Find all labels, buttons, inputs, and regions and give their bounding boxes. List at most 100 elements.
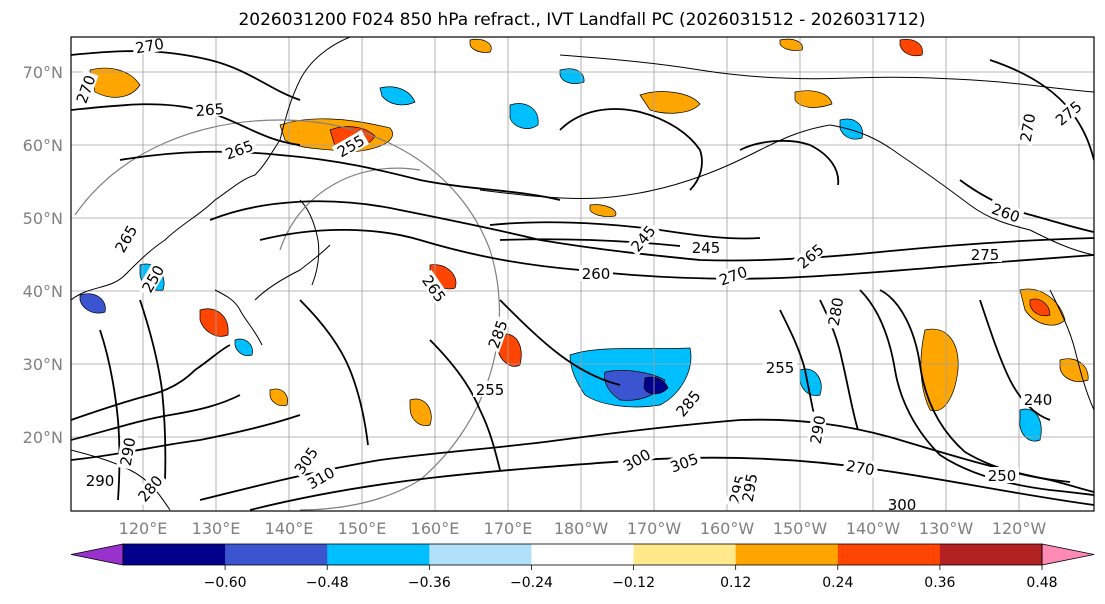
contour-label-bg bbox=[579, 265, 613, 281]
contour-label: 255 bbox=[473, 381, 507, 399]
contour-label-text: 255 bbox=[766, 359, 795, 377]
contour-label: 290 bbox=[806, 411, 830, 448]
contour-label-bg bbox=[824, 293, 846, 330]
lat-tick-label: 60°N bbox=[23, 136, 63, 155]
latitude-labels: 70°N 60°N 50°N 40°N 30°N 20°N bbox=[23, 63, 63, 447]
contour-label: 285 bbox=[483, 315, 511, 353]
contour-label-text: 260 bbox=[582, 265, 611, 283]
contour-label-text: 290 bbox=[117, 436, 140, 467]
contour-label-text: 245 bbox=[692, 239, 721, 257]
colorbar-segment bbox=[735, 544, 839, 565]
contour-label: 290 bbox=[83, 472, 117, 490]
colorbar-tick-label: −0.60 bbox=[204, 575, 247, 591]
contour-label-bg bbox=[625, 219, 660, 257]
contour-label-text: 240 bbox=[1024, 391, 1053, 409]
contour-label: 260 bbox=[579, 265, 613, 283]
contour-label-bg bbox=[738, 469, 760, 506]
contour-label-text: 270 bbox=[134, 35, 165, 58]
contour-label-bg bbox=[1021, 391, 1055, 407]
contour-label: 290 bbox=[116, 433, 140, 470]
contour-label-bg bbox=[1016, 109, 1038, 146]
contour-label-bg bbox=[132, 469, 167, 507]
lon-tick-label: 150°E bbox=[338, 519, 387, 538]
range-arcs bbox=[74, 119, 501, 511]
colorbar-segment bbox=[531, 544, 635, 565]
contour-label-text: 290 bbox=[807, 414, 830, 445]
contour-label-bg bbox=[483, 315, 511, 353]
colorbar-tick-label: 0.12 bbox=[720, 575, 751, 591]
contour-label-bg bbox=[116, 433, 138, 470]
contour-label-bg bbox=[289, 441, 322, 479]
contour-label: 280 bbox=[824, 293, 848, 330]
contour-label-bg bbox=[418, 269, 451, 307]
colorbar-extend-high bbox=[1041, 543, 1095, 566]
coastlines bbox=[71, 37, 1094, 511]
lon-tick-label: 180°W bbox=[554, 519, 609, 538]
contour-label-bg bbox=[806, 411, 828, 448]
contour-label-bg bbox=[670, 384, 705, 422]
contour-label-text: 295 bbox=[739, 472, 762, 503]
contour-label-text: 270 bbox=[845, 457, 876, 480]
lat-tick-label: 20°N bbox=[23, 428, 63, 447]
contour-label-bg bbox=[968, 246, 1002, 262]
contour-label: 270 bbox=[842, 456, 879, 480]
colorbar-outline bbox=[122, 543, 1043, 566]
colorbar-extend-low bbox=[70, 543, 124, 566]
colorbar-tick-label: −0.36 bbox=[408, 575, 451, 591]
contour-label: 250 bbox=[985, 467, 1019, 485]
contour-label-bg bbox=[71, 70, 99, 108]
contour-label: 300 bbox=[885, 496, 919, 511]
colorbar-tick-label: 0.24 bbox=[822, 575, 853, 591]
figure-title: 2026031200 F024 850 hPa refract., IVT La… bbox=[238, 10, 925, 30]
contour-label-bg bbox=[109, 219, 141, 258]
colorbar-segment bbox=[633, 544, 737, 565]
contour-label-bg bbox=[220, 135, 258, 163]
contour-label: 295 bbox=[738, 469, 762, 506]
contour-label: 275 bbox=[968, 246, 1002, 264]
lon-tick-label: 170°W bbox=[627, 519, 682, 538]
contour-label-bg bbox=[842, 456, 879, 478]
contour-label-bg bbox=[885, 496, 919, 511]
colorbar-tick-label: −0.24 bbox=[510, 575, 553, 591]
colorbar: −0.60 −0.48 −0.36 −0.24 −0.12 0.12 0.24 0.36 0.4… bbox=[70, 543, 1095, 591]
contour-label-bg bbox=[301, 461, 340, 493]
contour-label-text: 290 bbox=[86, 472, 115, 490]
contour-label-bg bbox=[131, 37, 168, 56]
contour-label-text: 270 bbox=[1017, 112, 1040, 143]
contour-label-bg bbox=[331, 129, 370, 161]
lon-tick-label: 130°E bbox=[192, 519, 241, 538]
lon-tick-label: 160°W bbox=[700, 519, 755, 538]
contour-label: 275 bbox=[1049, 95, 1087, 130]
contour-label-bg bbox=[192, 99, 228, 119]
contour-label-bg bbox=[473, 381, 507, 397]
contour-label-text: 275 bbox=[971, 246, 1000, 264]
colorbar-segment bbox=[837, 544, 941, 565]
contour-label-bg bbox=[987, 198, 1025, 226]
contour-label: 270 bbox=[131, 35, 168, 58]
lon-tick-label: 120°W bbox=[992, 519, 1047, 538]
lon-tick-label: 150°W bbox=[773, 519, 828, 538]
contour-label-text: 280 bbox=[825, 296, 848, 327]
contour-label: 240 bbox=[1021, 391, 1055, 409]
contour-label-text: 250 bbox=[988, 467, 1017, 485]
lat-tick-label: 70°N bbox=[23, 63, 63, 82]
contour-label-text: 255 bbox=[476, 381, 505, 399]
contour-label-bg bbox=[83, 472, 117, 488]
contour-lines bbox=[71, 50, 1094, 511]
lat-tick-label: 40°N bbox=[23, 282, 63, 301]
contour-label-bg bbox=[136, 259, 168, 298]
colorbar-segment bbox=[225, 544, 328, 565]
contour-label-bg bbox=[617, 443, 656, 475]
contour-label: 270 bbox=[1016, 109, 1040, 146]
contour-label-text: 265 bbox=[195, 100, 225, 120]
colorbar-tick-label: −0.48 bbox=[306, 575, 349, 591]
contour-label: 245 bbox=[689, 239, 723, 257]
lon-tick-label: 120°E bbox=[119, 519, 168, 538]
contour-label: 255 bbox=[763, 359, 797, 377]
map-frame bbox=[70, 36, 1095, 512]
contour-label-bg bbox=[1049, 95, 1087, 130]
lon-tick-label: 140°E bbox=[265, 519, 314, 538]
